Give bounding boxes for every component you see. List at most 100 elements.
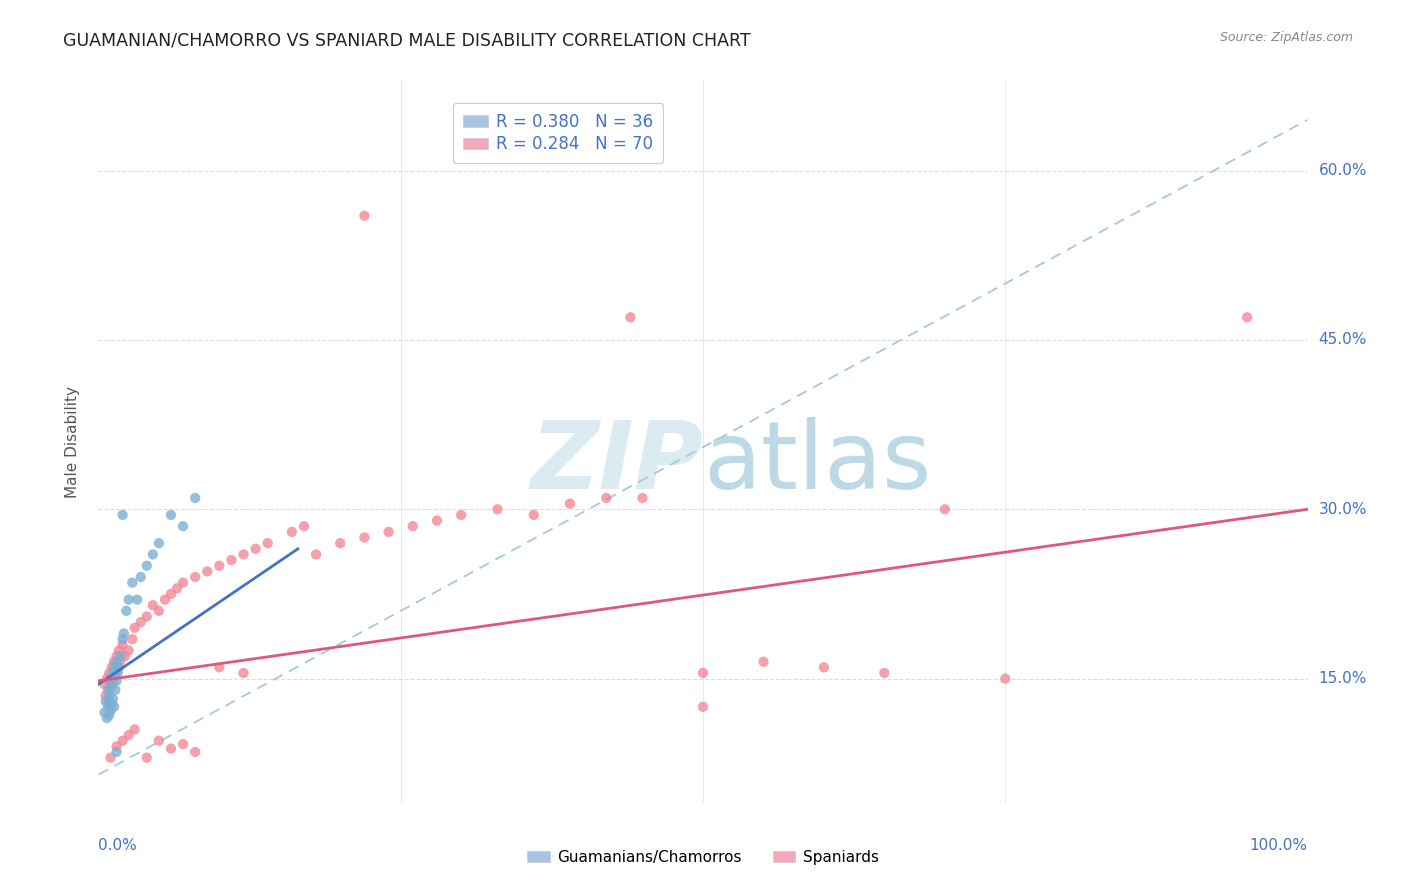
Point xyxy=(107,660,129,674)
Point xyxy=(121,575,143,590)
Text: 45.0%: 45.0% xyxy=(1319,333,1367,348)
Point xyxy=(93,677,115,691)
Point xyxy=(100,672,122,686)
Text: 15.0%: 15.0% xyxy=(1319,671,1367,686)
Point xyxy=(94,694,117,708)
Point xyxy=(281,524,304,539)
Point xyxy=(100,750,122,764)
Point xyxy=(148,604,170,618)
Point xyxy=(103,660,125,674)
Point xyxy=(105,745,128,759)
Point xyxy=(245,541,267,556)
Point xyxy=(135,609,157,624)
Point xyxy=(631,491,654,505)
Point xyxy=(97,682,120,697)
Point xyxy=(101,692,124,706)
Point xyxy=(195,565,218,579)
Point xyxy=(166,582,188,596)
Point xyxy=(111,508,134,522)
Point xyxy=(450,508,472,522)
Point xyxy=(184,745,207,759)
Point xyxy=(129,570,152,584)
Point xyxy=(98,707,121,722)
Point xyxy=(121,632,143,646)
Point xyxy=(100,681,122,695)
Point xyxy=(108,660,131,674)
Text: Source: ZipAtlas.com: Source: ZipAtlas.com xyxy=(1219,31,1353,45)
Point xyxy=(98,689,121,703)
Point xyxy=(292,519,315,533)
Point xyxy=(129,615,152,630)
Text: ZIP: ZIP xyxy=(530,417,703,509)
Point xyxy=(97,699,120,714)
Point xyxy=(148,536,170,550)
Point xyxy=(994,672,1017,686)
Point xyxy=(101,673,124,688)
Point xyxy=(329,536,352,550)
Point xyxy=(184,570,207,584)
Point xyxy=(104,665,127,680)
Point xyxy=(112,626,135,640)
Point xyxy=(96,672,118,686)
Point xyxy=(115,604,138,618)
Point xyxy=(135,558,157,573)
Point xyxy=(256,536,278,550)
Point xyxy=(934,502,956,516)
Point xyxy=(105,655,128,669)
Y-axis label: Male Disability: Male Disability xyxy=(65,385,80,498)
Point xyxy=(98,665,121,680)
Point xyxy=(94,689,117,703)
Point xyxy=(1236,310,1258,325)
Legend: R = 0.380   N = 36, R = 0.284   N = 70: R = 0.380 N = 36, R = 0.284 N = 70 xyxy=(453,103,664,163)
Point xyxy=(118,728,141,742)
Point xyxy=(111,632,134,646)
Point xyxy=(160,587,183,601)
Point xyxy=(692,699,714,714)
Point xyxy=(114,648,136,663)
Point xyxy=(208,660,231,674)
Point xyxy=(172,519,194,533)
Point xyxy=(172,737,194,751)
Point xyxy=(103,699,125,714)
Point xyxy=(153,592,176,607)
Point xyxy=(100,697,122,711)
Point xyxy=(103,655,125,669)
Point xyxy=(305,548,328,562)
Point xyxy=(595,491,617,505)
Point xyxy=(208,558,231,573)
Point xyxy=(104,682,127,697)
Point xyxy=(111,638,134,652)
Point xyxy=(108,655,131,669)
Text: GUAMANIAN/CHAMORRO VS SPANIARD MALE DISABILITY CORRELATION CHART: GUAMANIAN/CHAMORRO VS SPANIARD MALE DISA… xyxy=(63,31,751,49)
Text: 30.0%: 30.0% xyxy=(1319,502,1367,516)
Point xyxy=(107,665,129,680)
Text: 100.0%: 100.0% xyxy=(1250,838,1308,853)
Point xyxy=(813,660,835,674)
Point xyxy=(692,665,714,680)
Point xyxy=(142,548,165,562)
Point xyxy=(148,733,170,747)
Text: atlas: atlas xyxy=(703,417,931,509)
Point xyxy=(124,723,146,737)
Point xyxy=(523,508,546,522)
Point xyxy=(172,575,194,590)
Point xyxy=(108,643,131,657)
Point xyxy=(111,733,134,747)
Point xyxy=(353,209,375,223)
Point xyxy=(426,514,449,528)
Point xyxy=(97,697,120,711)
Point xyxy=(232,548,254,562)
Text: 0.0%: 0.0% xyxy=(98,838,138,853)
Point xyxy=(873,665,896,680)
Point xyxy=(619,310,641,325)
Point xyxy=(160,508,183,522)
Point xyxy=(353,531,375,545)
Point xyxy=(118,643,141,657)
Point xyxy=(105,739,128,754)
Text: 60.0%: 60.0% xyxy=(1319,163,1367,178)
Point xyxy=(232,665,254,680)
Point xyxy=(93,706,115,720)
Point xyxy=(124,621,146,635)
Point xyxy=(486,502,509,516)
Point xyxy=(377,524,399,539)
